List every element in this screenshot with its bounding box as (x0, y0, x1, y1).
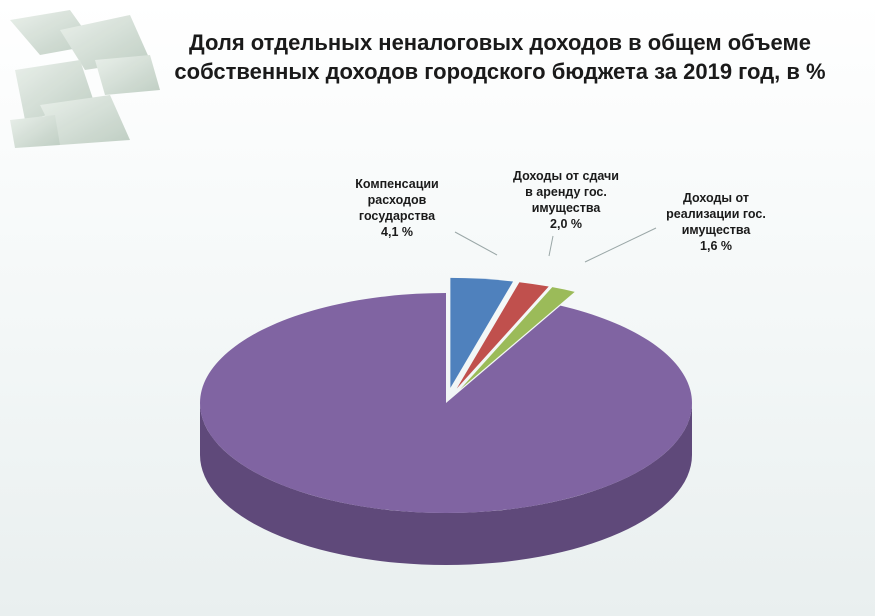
pie-slice-1 (456, 282, 549, 389)
decorative-leaves-icon (10, 10, 160, 148)
chart-title: Доля отдельных неналоговых доходов в общ… (174, 30, 826, 84)
leader-line-0 (454, 231, 498, 256)
leader-line-2 (584, 227, 657, 263)
slice-label-0: Компенсации расходов государства 4,1 % (355, 177, 439, 239)
leader-line-1 (548, 235, 554, 257)
slice-label-1: Доходы от сдачи в аренду гос. имущества 2,0… (513, 169, 619, 231)
pie-slice-0 (450, 277, 514, 388)
slice-label-2: Доходы от реализации гос. имущества 1,6 % (666, 191, 766, 253)
pie-slice-side-3 (200, 403, 692, 565)
pie-slice-2 (460, 287, 575, 390)
pie-slice-3 (199, 293, 693, 513)
